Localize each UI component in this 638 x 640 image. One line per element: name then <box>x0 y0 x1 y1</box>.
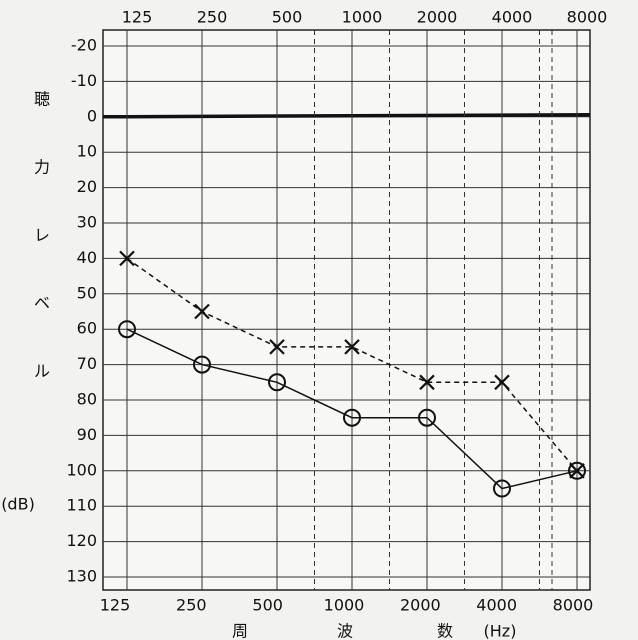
marker-x <box>194 303 210 320</box>
zero-line <box>102 113 591 119</box>
x-axis-label: (Hz) <box>484 622 517 640</box>
x-tick-label: 4000 <box>476 596 517 615</box>
marker-circle <box>568 461 586 480</box>
marker-x <box>419 374 435 391</box>
y-axis-label: ル <box>34 362 50 381</box>
series-line <box>126 328 578 490</box>
y-tick-label: 10 <box>77 142 97 161</box>
x-tick-label: 1000 <box>324 596 365 615</box>
y-tick-label: 20 <box>77 177 97 196</box>
y-tick-label: 130 <box>66 567 97 586</box>
y-tick-label: -20 <box>71 36 97 55</box>
y-tick-label: 110 <box>66 496 97 515</box>
x-tick-label-top: 125 <box>122 8 153 27</box>
y-axis-label: 力 <box>34 158 50 177</box>
y-tick-label: 70 <box>77 354 97 373</box>
x-tick-label: 2000 <box>400 596 441 615</box>
x-tick-label: 250 <box>176 596 207 615</box>
marker-circle <box>418 408 436 427</box>
x-tick-label-top: 1000 <box>342 8 383 27</box>
y-tick-label: 90 <box>77 425 97 444</box>
marker-circle <box>118 320 136 339</box>
y-axis-label: (dB) <box>1 495 35 514</box>
x-tick-label: 125 <box>100 596 131 615</box>
y-tick-label: 50 <box>77 283 97 302</box>
y-tick-label: 40 <box>77 248 97 267</box>
x-tick-label-top: 250 <box>197 8 228 27</box>
y-tick-label: 60 <box>77 319 97 338</box>
y-axis-label: ベ <box>34 294 50 313</box>
y-axis-label: レ <box>34 226 50 245</box>
marker-circle <box>343 408 361 427</box>
y-tick-label: 0 <box>87 106 97 125</box>
plot-frame <box>102 29 591 591</box>
x-axis-label: 波 <box>337 622 353 640</box>
marker-x <box>269 339 285 355</box>
marker-circle <box>193 355 211 374</box>
marker-circle <box>268 373 286 392</box>
marker-x <box>494 374 510 391</box>
y-tick-label: 80 <box>77 390 97 409</box>
x-tick-label-top: 8000 <box>567 8 608 27</box>
x-tick-label: 500 <box>252 596 283 615</box>
y-tick-label: 120 <box>66 531 97 550</box>
marker-circle <box>493 479 511 498</box>
x-tick-label-top: 4000 <box>492 8 533 27</box>
y-tick-label: -10 <box>71 71 97 90</box>
x-tick-label: 8000 <box>553 596 594 615</box>
y-axis-label: 聴 <box>34 90 50 109</box>
y-tick-label: 30 <box>77 213 97 232</box>
x-axis-label: 数 <box>437 622 453 640</box>
marker-x <box>569 463 585 479</box>
x-tick-label-top: 2000 <box>417 8 458 27</box>
marker-x <box>119 250 135 267</box>
x-axis-label: 周 <box>232 622 248 640</box>
y-tick-label: 100 <box>66 460 97 479</box>
marker-x <box>344 339 360 355</box>
x-tick-label-top: 500 <box>272 8 303 27</box>
